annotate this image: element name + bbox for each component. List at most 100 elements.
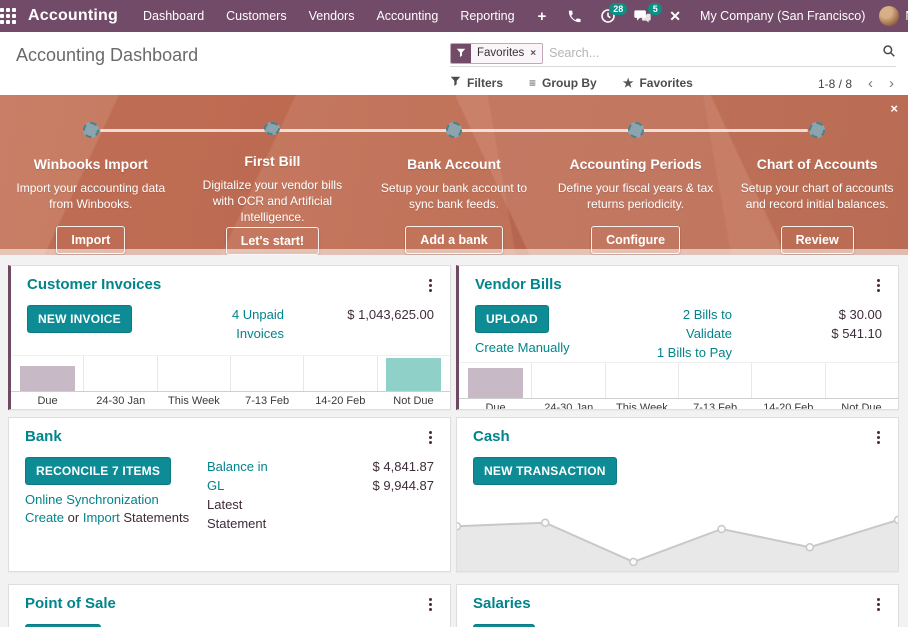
card-title-vendor-bills[interactable]: Vendor Bills xyxy=(475,276,562,293)
search-bar[interactable]: Favorites × xyxy=(450,40,896,67)
bills-to-validate-amount: $ 30.00 xyxy=(838,307,882,322)
pos-action-button[interactable] xyxy=(25,624,101,627)
kebab-menu-icon[interactable] xyxy=(873,276,884,295)
step-button-winbooks-import[interactable]: Import xyxy=(56,226,126,255)
apps-menu-icon[interactable] xyxy=(0,0,16,32)
x-mark-icon[interactable]: ✕ xyxy=(669,7,682,24)
step-title: Bank Account xyxy=(407,156,501,172)
kebab-menu-icon[interactable] xyxy=(425,428,436,447)
step-description: Setup your bank account to sync bank fee… xyxy=(380,181,528,212)
activities-clock-icon[interactable]: 28 xyxy=(591,0,628,32)
filters-funnel-icon xyxy=(450,76,461,90)
group-by-button[interactable]: ≡ Group By xyxy=(529,76,597,90)
nav-item-accounting[interactable]: Accounting xyxy=(376,9,439,23)
card-point-of-sale: Point of Sale xyxy=(8,584,451,627)
nav-item-dashboard[interactable]: Dashboard xyxy=(143,9,205,23)
banner-close-icon[interactable]: × xyxy=(890,101,898,116)
step-title: First Bill xyxy=(244,152,301,169)
card-title-point-of-sale[interactable]: Point of Sale xyxy=(25,595,116,612)
balance-in-gl-amount: $ 4,841.87 xyxy=(372,459,434,474)
step-description: Define your fiscal years & tax returns p… xyxy=(557,181,714,212)
card-customer-invoices: Customer Invoices NEW INVOICE 4 Unpaid I… xyxy=(8,265,451,410)
card-salaries: Salaries xyxy=(456,584,899,627)
card-title-customer-invoices[interactable]: Customer Invoices xyxy=(27,276,162,293)
message-count-badge: 5 xyxy=(648,3,663,15)
nav-item-vendors[interactable]: Vendors xyxy=(308,9,355,23)
favorites-button[interactable]: ★ Favorites xyxy=(622,76,693,90)
chart-axis-label: Not Due xyxy=(841,401,882,410)
user-menu[interactable]: Mitchell Admin xyxy=(875,6,908,26)
upload-button[interactable]: UPLOAD xyxy=(475,305,549,333)
step-description: Setup your chart of accounts and record … xyxy=(740,181,894,212)
filters-button[interactable]: Filters xyxy=(450,76,503,90)
chart-axis-label: 7-13 Feb xyxy=(245,394,290,407)
salaries-action-button[interactable] xyxy=(473,624,535,627)
step-button-chart-of-accounts[interactable]: Review xyxy=(780,226,854,255)
facet-label: Favorites xyxy=(477,47,525,59)
pager-next-icon[interactable]: › xyxy=(889,75,894,92)
step-dot-icon xyxy=(264,122,281,135)
chart-bar-due[interactable] xyxy=(467,368,523,398)
bank-balance-chart[interactable] xyxy=(9,533,450,571)
chart-bar-due[interactable] xyxy=(19,366,75,391)
chart-axis-label: 14-20 Feb xyxy=(763,401,814,410)
star-icon: ★ xyxy=(622,76,634,90)
card-title-bank[interactable]: Bank xyxy=(25,428,62,445)
unpaid-invoices-link[interactable]: 4 Unpaid Invoices xyxy=(231,307,284,341)
chart-axis-label: This Week xyxy=(168,394,220,407)
cash-balance-chart[interactable] xyxy=(457,501,898,571)
nav-item-customers[interactable]: Customers xyxy=(226,9,287,23)
company-switcher[interactable]: My Company (San Francisco) xyxy=(700,9,866,23)
kebab-menu-icon[interactable] xyxy=(425,595,436,614)
pager: 1-8 / 8 ‹ › xyxy=(818,76,894,91)
step-button-bank-account[interactable]: Add a bank xyxy=(405,226,503,255)
pager-range: 1-8 / 8 xyxy=(817,76,852,91)
phone-icon[interactable] xyxy=(558,0,591,32)
new-transaction-button[interactable]: NEW TRANSACTION xyxy=(473,457,617,485)
control-panel: Accounting Dashboard Favorites × xyxy=(0,32,908,95)
reconcile-button[interactable]: RECONCILE 7 ITEMS xyxy=(25,457,172,485)
step-button-accounting-periods[interactable]: Configure xyxy=(591,226,681,255)
filter-funnel-icon xyxy=(451,43,471,63)
kebab-menu-icon[interactable] xyxy=(873,595,884,614)
facet-remove-icon[interactable]: × xyxy=(530,47,537,59)
app-brand[interactable]: Accounting xyxy=(28,7,118,24)
balance-in-gl-label[interactable]: Balance in GL xyxy=(207,459,268,493)
search-input[interactable] xyxy=(549,46,882,60)
step-dot-icon xyxy=(445,122,462,138)
bills-to-validate-link[interactable]: 2 Bills to Validate xyxy=(682,307,732,341)
card-title-cash[interactable]: Cash xyxy=(473,428,510,445)
onboarding-steps: Winbooks Import Import your accounting da… xyxy=(0,95,908,255)
nav-item-reporting[interactable]: Reporting xyxy=(460,9,515,23)
bills-to-pay-link[interactable]: 1 Bills to Pay xyxy=(656,345,732,360)
new-invoice-button[interactable]: NEW INVOICE xyxy=(27,305,132,333)
invoice-aging-chart[interactable]: Due 24-30 Jan This Week 7-13 Feb 14-20 Feb No… xyxy=(11,355,450,409)
card-cash: Cash NEW TRANSACTION xyxy=(456,417,899,572)
grid-icon xyxy=(0,8,16,24)
card-vendor-bills: Vendor Bills UPLOAD Create Manually 2 Bi… xyxy=(456,265,899,410)
card-title-salaries[interactable]: Salaries xyxy=(473,595,531,612)
search-facet-favorites[interactable]: Favorites × xyxy=(450,42,544,64)
onboarding-step-bank-account: Bank Account Setup your bank account to s… xyxy=(363,95,545,255)
kebab-menu-icon[interactable] xyxy=(873,428,884,447)
create-manually-link[interactable]: Create Manually xyxy=(475,340,570,355)
kebab-menu-icon[interactable] xyxy=(425,276,436,295)
nav-plus-button[interactable]: + xyxy=(537,7,547,25)
search-options: Filters ≡ Group By ★ Favorites xyxy=(450,76,693,90)
messages-chat-icon[interactable]: 5 xyxy=(625,0,663,32)
online-sync-link[interactable]: Online Synchronization xyxy=(25,492,159,507)
create-statement-link[interactable]: Create xyxy=(25,510,65,525)
import-statement-link[interactable]: Import xyxy=(82,510,120,525)
pager-previous-icon[interactable]: ‹ xyxy=(868,75,873,92)
step-description: Digitalize your vendor bills with OCR an… xyxy=(202,177,343,225)
step-dot-icon xyxy=(809,122,826,138)
search-icon[interactable] xyxy=(882,44,896,63)
onboarding-step-winbooks-import: Winbooks Import Import your accounting da… xyxy=(0,95,182,255)
step-button-first-bill[interactable]: Let's start! xyxy=(225,227,320,255)
user-avatar xyxy=(879,6,900,26)
chart-bar-not-due[interactable] xyxy=(386,358,442,391)
onboarding-banner: × Winbooks Import Import your accounting … xyxy=(0,95,908,255)
step-description: Import your accounting data from Winbook… xyxy=(16,181,166,212)
bill-aging-chart[interactable]: Due 24-30 Jan This Week 7-13 Feb 14-20 Feb No… xyxy=(459,362,898,410)
